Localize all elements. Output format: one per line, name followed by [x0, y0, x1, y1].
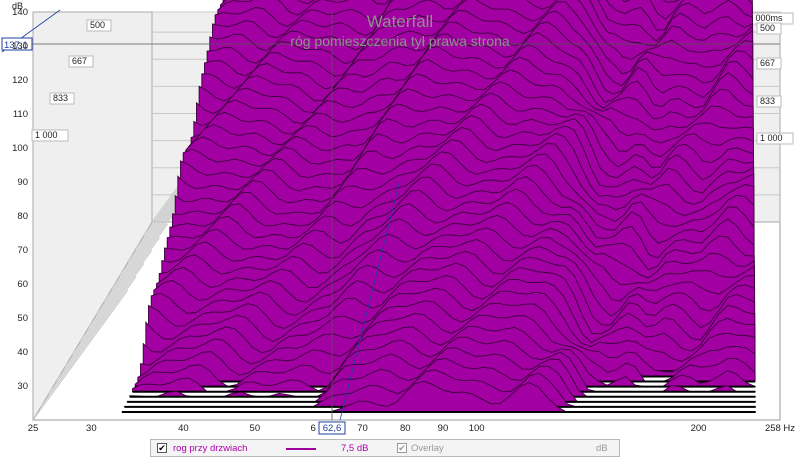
time-tick-box [49, 92, 75, 105]
x-tick-label: 30 [86, 423, 97, 434]
time-tick-label-right: 833 [760, 96, 775, 106]
x-tick-label: 258 Hz [765, 423, 795, 434]
x-tick-label: 80 [400, 423, 411, 434]
time-tick-label-right: 667 [760, 58, 775, 68]
time-tick-box [86, 19, 112, 32]
chart-title: Waterfall [367, 12, 433, 31]
chart-subtitle: róg pomieszczenia tył prawa strona [290, 33, 510, 49]
legend-bar: ✔ rog przy drzwiach 7,5 dB ✔ Overlay dB [150, 439, 620, 457]
x-tick-label: 90 [438, 423, 449, 434]
cursor-x-label: 62,6 [323, 423, 342, 434]
x-tick-label: 200 [691, 423, 707, 434]
y-axis-label: dB [12, 1, 23, 11]
time-tick-box [68, 55, 94, 68]
cursor-diag-bottom [339, 179, 401, 421]
x-tick-label: 40 [178, 423, 189, 434]
y-tick-label: 50 [17, 313, 28, 324]
x-tick-label: 50 [250, 423, 261, 434]
x-tick-label: 25 [28, 423, 39, 434]
cursor-y-label: 137,1 [4, 40, 28, 51]
time-tick-box-right [756, 95, 782, 108]
time-tick-label: 1 000 [35, 130, 58, 140]
y-tick-label: 130 [12, 41, 28, 52]
y-tick-label: 140 [12, 7, 28, 18]
overlay-label[interactable]: Overlay [411, 443, 444, 454]
time-tick-box-right [756, 132, 794, 145]
y-tick-label: 30 [17, 381, 28, 392]
left-wall-grid-line [88, 197, 184, 328]
left-wall-grid-line [56, 250, 153, 381]
y-tick-label: 70 [17, 245, 28, 256]
unit-label: dB [596, 443, 608, 454]
series-name[interactable]: rog przy drzwiach [173, 443, 248, 454]
y-tick-label: 60 [17, 279, 28, 290]
cursor-x-box [318, 421, 346, 435]
x-tick-label: 70 [357, 423, 368, 434]
x-tick-label: 6 [311, 423, 316, 434]
time-tick-box [31, 129, 69, 142]
y-tick-label: 120 [12, 75, 28, 86]
time-tick-label-right: 1 000 [760, 133, 783, 143]
y-tick-label: 40 [17, 347, 28, 358]
left-wall-grid-line [72, 223, 169, 355]
time-tick-label: 833 [53, 93, 68, 103]
y-tick-label: 110 [13, 109, 28, 120]
cursor[interactable]: 137,1 62,6 [1, 9, 780, 435]
left-wall-grid-line [32, 289, 129, 421]
time-tick-label-right: 1 000ms [748, 13, 783, 23]
time-tick-label: 500 [90, 20, 105, 30]
time-tick-label-right: 500 [760, 23, 775, 33]
series-checkbox[interactable]: ✔ [157, 443, 167, 453]
series-swatch [286, 448, 316, 450]
y-tick-label: 100 [12, 143, 28, 154]
left-wall-grid-line [40, 276, 137, 408]
overlay-checkbox[interactable]: ✔ [397, 443, 407, 453]
left-wall-grid-line [64, 236, 161, 368]
cursor-y-box [1, 37, 33, 51]
time-tick-label: 667 [72, 56, 87, 66]
x-tick-label: 100 [469, 423, 485, 434]
y-tick-label: 80 [17, 211, 28, 222]
y-tick-label: 90 [17, 177, 28, 188]
axes: 25 30 40 50 6 70 80 90 100 200 258 Hz 30 40 50 60 70 80 9… [12, 7, 795, 434]
left-wall-grid-line [48, 263, 145, 394]
left-wall-grid-line [80, 210, 177, 342]
time-tick-box-right [756, 22, 782, 35]
waterfall-slices [121, 0, 757, 413]
smoothing-label: 7,5 dB [341, 443, 369, 454]
time-tick-box-right [756, 57, 782, 70]
